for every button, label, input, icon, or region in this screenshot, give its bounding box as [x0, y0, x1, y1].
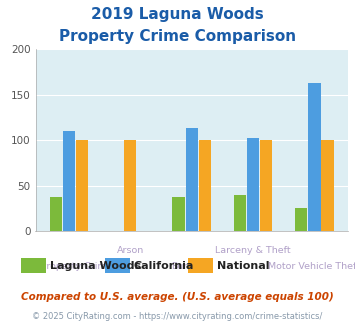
Bar: [76, 140, 88, 231]
Text: Motor Vehicle Theft: Motor Vehicle Theft: [268, 262, 355, 271]
Text: Arson: Arson: [117, 246, 144, 255]
Text: Compared to U.S. average. (U.S. average equals 100): Compared to U.S. average. (U.S. average …: [21, 292, 334, 302]
Text: California: California: [133, 261, 193, 271]
Bar: [308, 83, 321, 231]
Bar: [247, 138, 259, 231]
Bar: [50, 196, 62, 231]
Text: Property Crime Comparison: Property Crime Comparison: [59, 29, 296, 44]
Bar: [295, 208, 307, 231]
Bar: [63, 131, 75, 231]
Text: Laguna Woods: Laguna Woods: [50, 261, 141, 271]
Text: National: National: [217, 261, 269, 271]
Bar: [199, 140, 211, 231]
Bar: [186, 128, 198, 231]
Bar: [173, 196, 185, 231]
Text: Larceny & Theft: Larceny & Theft: [215, 246, 291, 255]
Bar: [260, 140, 272, 231]
Text: All Property Crime: All Property Crime: [26, 262, 112, 271]
Text: Burglary: Burglary: [171, 262, 212, 271]
Bar: [124, 140, 136, 231]
Bar: [321, 140, 334, 231]
Text: © 2025 CityRating.com - https://www.cityrating.com/crime-statistics/: © 2025 CityRating.com - https://www.city…: [32, 312, 323, 321]
Bar: [234, 195, 246, 231]
Text: 2019 Laguna Woods: 2019 Laguna Woods: [91, 7, 264, 21]
